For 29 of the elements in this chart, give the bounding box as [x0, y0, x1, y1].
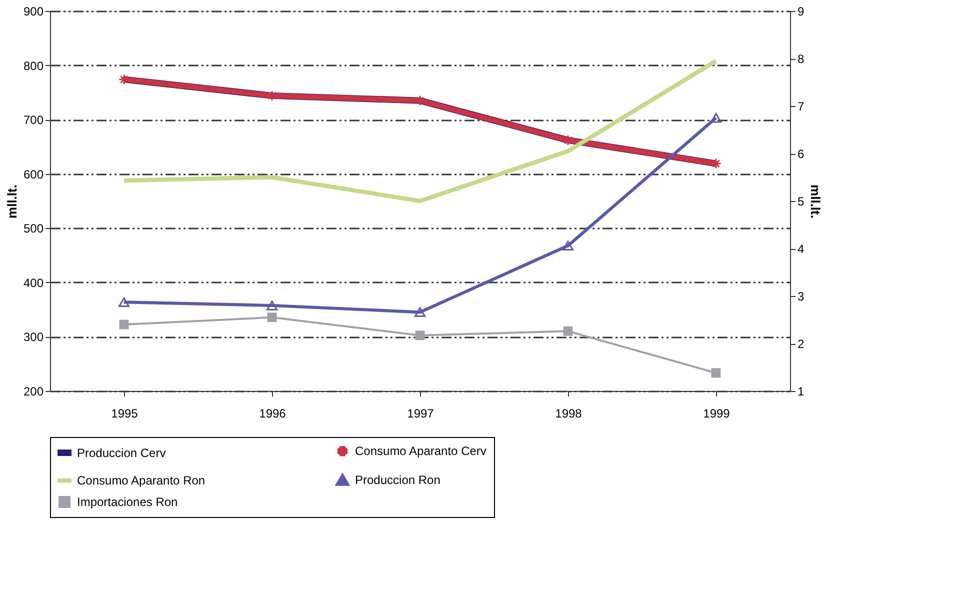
- y-tick-label: 600: [23, 167, 44, 182]
- y2-tick-label: 8: [798, 52, 804, 66]
- x-tick-label: 1998: [555, 406, 582, 420]
- y-tick-label: 900: [23, 4, 44, 18]
- y-tick-label: 200: [23, 384, 44, 398]
- y-tick-label: 800: [23, 58, 44, 73]
- y2-tick-label: 7: [798, 100, 804, 114]
- legend-label: Consumo Aparanto Cerv: [355, 444, 486, 458]
- y-axis-title: mll.lt.: [4, 184, 20, 218]
- y2-tick-label: 6: [798, 147, 804, 161]
- y-tick-label: 400: [23, 276, 44, 290]
- y2-tick-label: 2: [798, 337, 804, 351]
- y-tick-label: 500: [23, 222, 44, 236]
- legend-label: Importaciones Ron: [77, 495, 178, 509]
- y-tick-label: 700: [23, 113, 44, 128]
- legend-label: Produccion Ron: [355, 473, 440, 487]
- y2-axis-title: mll.lt.: [808, 184, 824, 218]
- x-tick-label: 1996: [259, 406, 286, 420]
- y2-tick-label: 9: [798, 4, 804, 18]
- legend-label: Produccion Cerv: [77, 446, 166, 460]
- y2-tick-label: 4: [798, 242, 804, 256]
- x-tick-label: 1999: [703, 406, 730, 420]
- legend-label: Consumo Aparanto Ron: [77, 474, 206, 488]
- y2-tick-label: 5: [798, 194, 804, 208]
- y2-tick-label: 1: [798, 384, 804, 398]
- x-tick-label: 1995: [111, 406, 138, 420]
- y-tick-label: 300: [23, 330, 44, 344]
- y2-tick-label: 3: [798, 290, 804, 304]
- x-tick-label: 1997: [407, 406, 434, 420]
